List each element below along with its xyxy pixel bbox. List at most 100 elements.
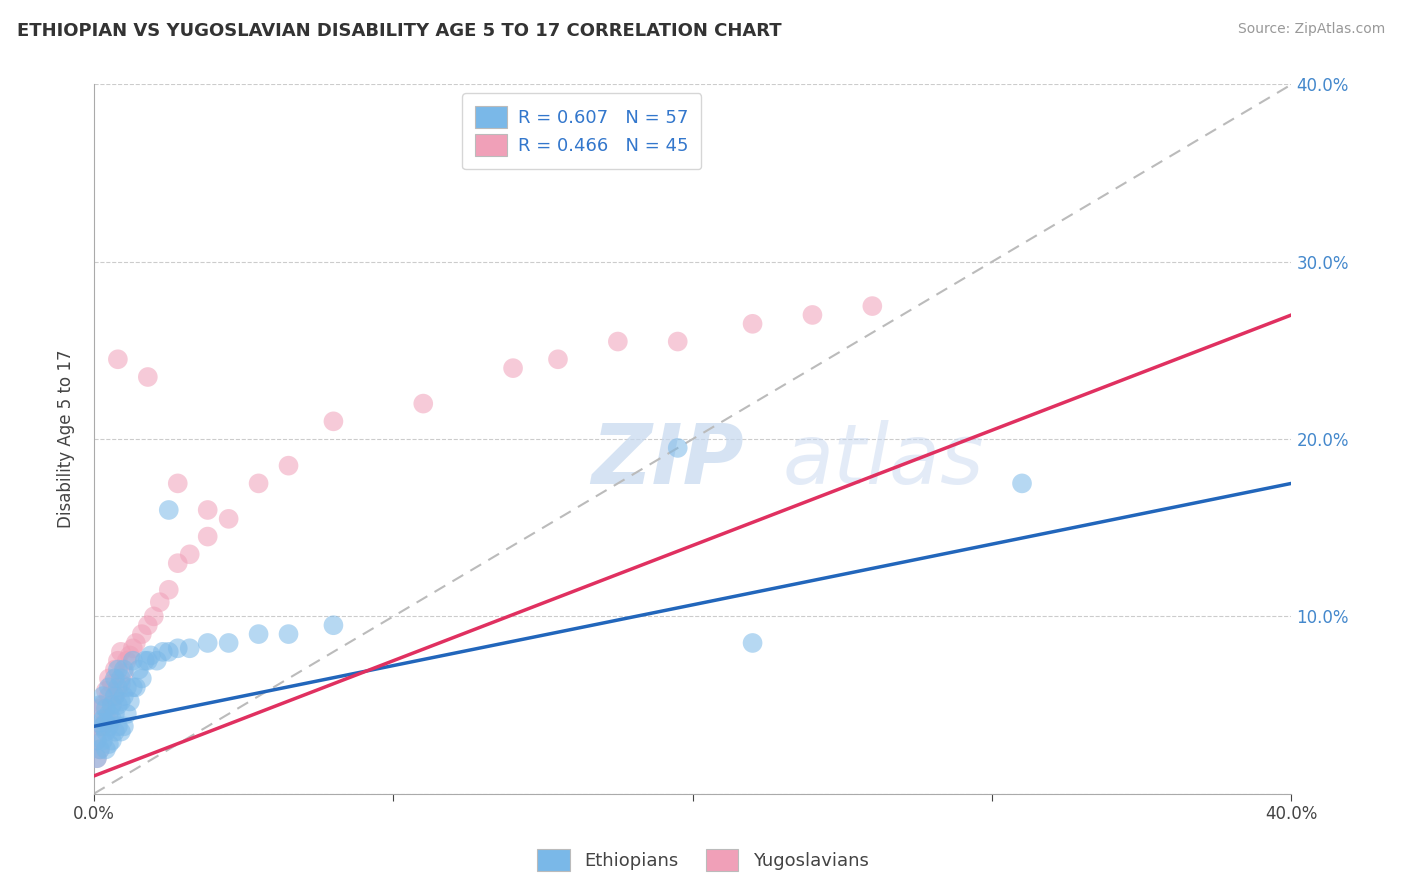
Point [89, 701, 111, 715]
Point [101, 698, 124, 712]
Point [277, 458, 299, 473]
Point [97, 719, 120, 733]
Point [197, 636, 219, 650]
Point [666, 441, 689, 455]
Legend: R = 0.607   N = 57, R = 0.466   N = 45: R = 0.607 N = 57, R = 0.466 N = 45 [463, 94, 702, 169]
Point [101, 712, 124, 726]
Point [502, 361, 524, 376]
Point [107, 663, 129, 677]
Point [157, 503, 180, 517]
Point [322, 618, 344, 632]
Point [94, 683, 117, 698]
Point [121, 641, 143, 656]
Point [112, 689, 135, 703]
Point [91, 689, 114, 703]
Point [97, 689, 120, 703]
Point [107, 683, 129, 698]
Point [131, 672, 153, 686]
Point [91, 712, 114, 726]
Point [94, 712, 117, 726]
Text: ZIP: ZIP [591, 420, 744, 500]
Point [277, 627, 299, 641]
Point [247, 627, 270, 641]
Point [179, 641, 201, 656]
Point [86, 751, 108, 765]
Point [89, 715, 111, 730]
Point [97, 681, 120, 695]
Point [197, 530, 219, 544]
Point [134, 654, 156, 668]
Point [112, 663, 135, 677]
Point [91, 733, 114, 747]
Point [197, 503, 219, 517]
Point [104, 672, 127, 686]
Point [89, 698, 111, 712]
Point [86, 733, 108, 747]
Point [142, 609, 165, 624]
Point [115, 706, 138, 721]
Text: ETHIOPIAN VS YUGOSLAVIAN DISABILITY AGE 5 TO 17 CORRELATION CHART: ETHIOPIAN VS YUGOSLAVIAN DISABILITY AGE … [17, 22, 782, 40]
Point [547, 352, 569, 367]
Point [121, 681, 143, 695]
Point [166, 476, 188, 491]
Point [104, 689, 127, 703]
Point [247, 476, 270, 491]
Point [218, 512, 240, 526]
Point [112, 719, 135, 733]
Point [94, 742, 117, 756]
Point [157, 645, 180, 659]
Point [112, 666, 135, 681]
Point [89, 742, 111, 756]
Point [97, 672, 120, 686]
Point [121, 654, 143, 668]
Point [179, 547, 201, 561]
Point [101, 733, 124, 747]
Point [149, 595, 172, 609]
Point [136, 370, 159, 384]
Point [118, 648, 141, 663]
Point [110, 645, 132, 659]
Point [157, 582, 180, 597]
Point [107, 352, 129, 367]
Point [666, 334, 689, 349]
Point [860, 299, 883, 313]
Point [94, 701, 117, 715]
Point [218, 636, 240, 650]
Point [136, 654, 159, 668]
Point [166, 556, 188, 570]
Point [104, 689, 127, 703]
Point [139, 648, 162, 663]
Point [128, 663, 150, 677]
Legend: Ethiopians, Yugoslavians: Ethiopians, Yugoslavians [530, 842, 876, 879]
Point [146, 654, 169, 668]
Point [86, 733, 108, 747]
Point [125, 681, 148, 695]
Point [86, 751, 108, 765]
Point [606, 334, 628, 349]
Point [322, 414, 344, 428]
Point [110, 724, 132, 739]
Point [115, 654, 138, 668]
Point [131, 627, 153, 641]
Point [97, 712, 120, 726]
Point [104, 724, 127, 739]
Point [1011, 476, 1033, 491]
Point [94, 724, 117, 739]
Point [91, 719, 114, 733]
Point [110, 694, 132, 708]
Point [741, 636, 763, 650]
Y-axis label: Disability Age 5 to 17: Disability Age 5 to 17 [58, 350, 75, 528]
Point [801, 308, 824, 322]
Point [115, 681, 138, 695]
Point [107, 698, 129, 712]
Point [89, 719, 111, 733]
Point [125, 636, 148, 650]
Point [412, 396, 434, 410]
Point [101, 698, 124, 712]
Text: Source: ZipAtlas.com: Source: ZipAtlas.com [1237, 22, 1385, 37]
Point [107, 719, 129, 733]
Point [110, 672, 132, 686]
Point [91, 719, 114, 733]
Point [94, 715, 117, 730]
Point [107, 654, 129, 668]
